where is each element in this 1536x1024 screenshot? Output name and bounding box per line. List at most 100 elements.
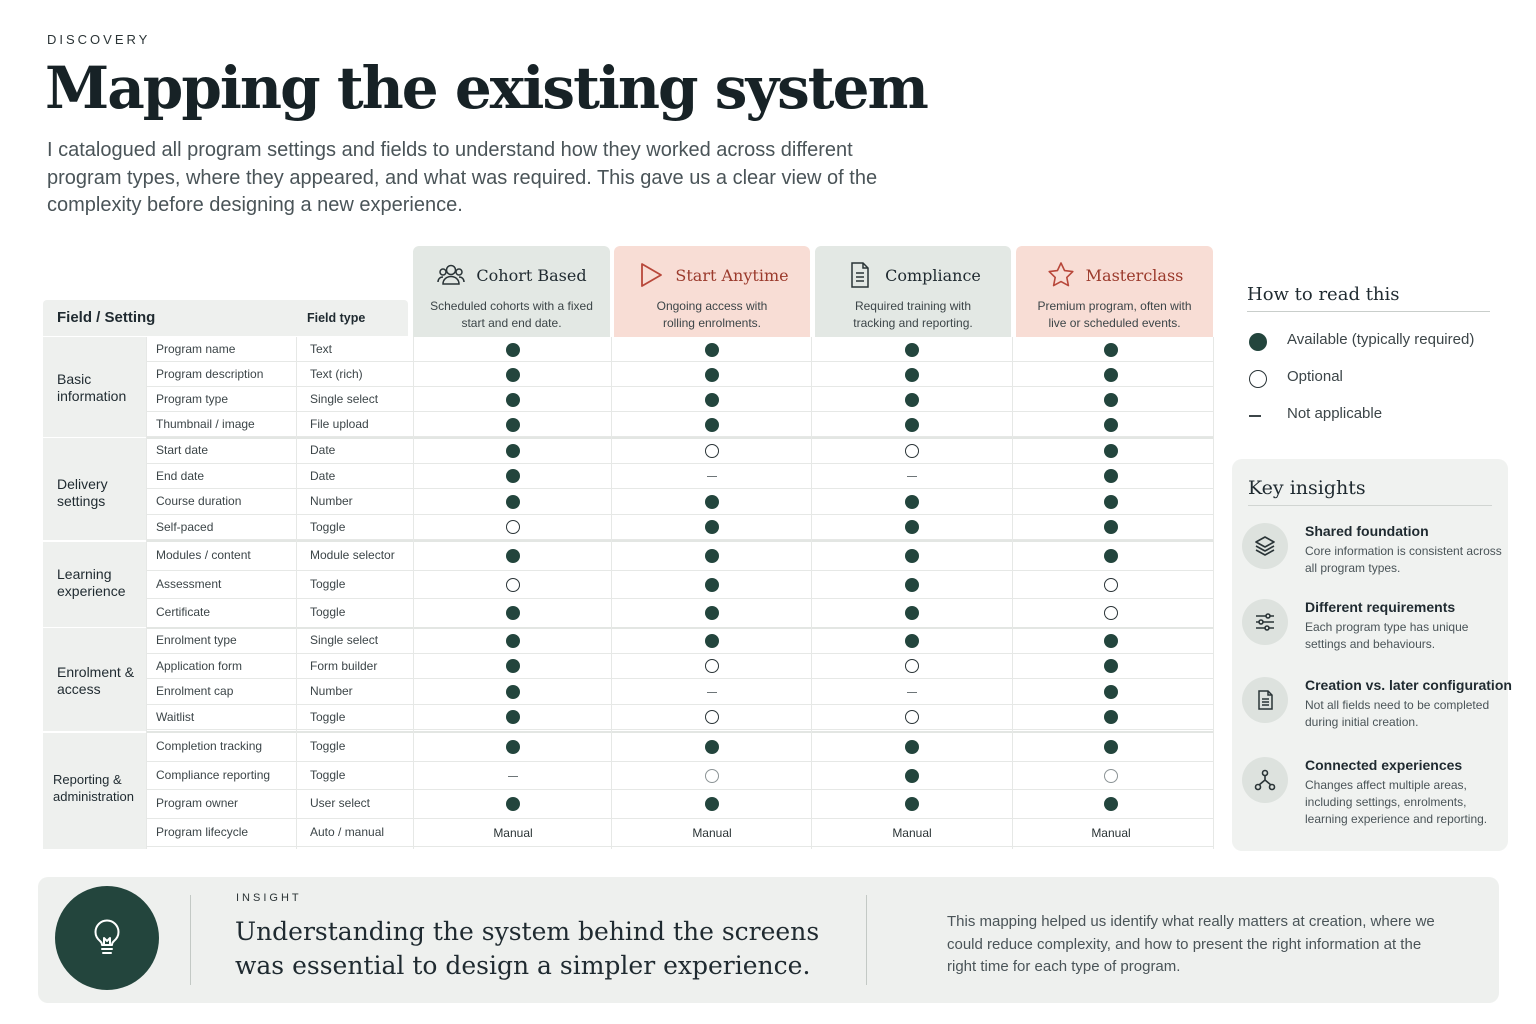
table-row: Program owner User select — [146, 790, 1213, 819]
table-row: Waitlist Toggle — [146, 705, 1213, 730]
available-dot-icon — [506, 740, 520, 755]
available-dot-icon — [506, 443, 520, 458]
field-name: Compliance reporting — [156, 767, 271, 782]
cell-value: Manual — [1091, 825, 1131, 840]
table-row: Program name Text — [146, 337, 1213, 362]
available-dot-icon — [1104, 797, 1118, 812]
divider — [190, 895, 191, 985]
key-insights-panel: Key insights Shared foundation Core info… — [1232, 459, 1512, 851]
field-type: Auto / manual — [310, 824, 385, 839]
insight-title: Shared foundation — [1305, 523, 1429, 539]
optional-circle-icon — [905, 710, 919, 725]
divider — [866, 895, 867, 985]
available-dot-icon — [506, 606, 520, 621]
available-dot-icon — [506, 710, 520, 725]
group-divider — [146, 437, 1213, 439]
program-card-title: Cohort Based — [476, 265, 587, 285]
field-type: Toggle — [310, 739, 346, 753]
available-dot-icon — [905, 549, 919, 564]
available-dot-icon — [905, 768, 919, 783]
insight-desc: Changes affect multiple areas, including… — [1305, 778, 1488, 826]
banner-headline: Understanding the system behind the scre… — [235, 917, 820, 980]
field-type: Toggle — [310, 605, 346, 619]
cell-value: Manual — [493, 825, 533, 840]
field-type: Form builder — [310, 658, 378, 673]
table-header: Field / Setting Field type — [43, 300, 408, 336]
table-row: Course duration Number — [146, 489, 1213, 515]
insights-title: Key insights — [1248, 477, 1366, 499]
group-divider — [146, 731, 1213, 733]
field-type: Date — [310, 443, 336, 457]
available-dot-icon — [1104, 520, 1118, 535]
not-applicable-dash-icon — [907, 691, 917, 693]
field-type: Number — [310, 494, 353, 508]
column-divider — [611, 337, 612, 849]
program-card-title: Start Anytime — [675, 265, 789, 285]
field-type: Toggle — [310, 519, 346, 534]
field-type: Number — [310, 684, 353, 698]
available-dot-icon — [705, 633, 719, 648]
table-row: Certificate Toggle — [146, 599, 1213, 628]
not-applicable-dash-icon — [707, 691, 717, 693]
available-dot-icon — [506, 367, 520, 382]
available-dot-icon — [1104, 633, 1118, 648]
table-row: Start date Date — [146, 438, 1213, 464]
program-card-desc: Ongoing access with rolling enrolments. — [656, 299, 768, 330]
layers-icon — [1242, 523, 1288, 569]
available-dot-icon — [506, 633, 520, 648]
program-card-masterclass: Masterclass Premium program, often with … — [1016, 246, 1213, 337]
column-header-type: Field type — [307, 311, 366, 325]
table-row: Enrolment cap Number — [146, 679, 1213, 705]
insight-desc: Core information is consistent across al… — [1305, 544, 1502, 575]
legend-label: Not applicable — [1287, 405, 1383, 422]
eyebrow: DISCOVERY — [47, 32, 151, 47]
optional-circle-icon — [705, 710, 719, 725]
column-divider — [296, 337, 297, 849]
table-row: Thumbnail / image File upload — [146, 412, 1213, 437]
available-dot-icon — [506, 684, 520, 699]
available-dot-icon — [1104, 684, 1118, 699]
optional-circle-icon — [1104, 606, 1118, 621]
optional-circle-icon — [905, 659, 919, 674]
available-dot-icon — [1104, 494, 1118, 509]
program-card-start-anytime: Start Anytime Ongoing access with rollin… — [614, 246, 810, 337]
program-card-desc: Scheduled cohorts with a fixed start and… — [430, 299, 593, 330]
program-card-cohort-based: Cohort Based Scheduled cohorts with a fi… — [413, 246, 610, 337]
optional-circle-icon — [1104, 577, 1118, 592]
available-dot-icon — [905, 392, 919, 407]
banner-text: This mapping helped us identify what rea… — [947, 913, 1435, 975]
table-row: Completion tracking Toggle — [146, 733, 1213, 762]
available-dot-icon — [1104, 417, 1118, 432]
program-card-desc: Required training with tracking and repo… — [853, 299, 973, 330]
available-dot-icon — [705, 549, 719, 564]
group-label: Enrolment & access — [57, 664, 135, 697]
field-name: Enrolment type — [156, 633, 237, 647]
available-dot-icon — [1104, 443, 1118, 458]
available-dot-icon — [705, 520, 719, 535]
available-dot-icon — [905, 417, 919, 432]
sliders-icon — [1242, 599, 1288, 645]
available-dot-icon — [705, 740, 719, 755]
available-dot-icon — [506, 549, 520, 564]
field-name: Modules / content — [156, 548, 251, 562]
available-dot-icon — [905, 740, 919, 755]
not-applicable-dash-icon — [508, 775, 518, 777]
available-dot-icon — [506, 417, 520, 432]
field-name: Completion tracking — [156, 739, 263, 753]
available-dot-icon — [705, 797, 719, 812]
optional-circle-icon — [705, 659, 719, 674]
available-dot-icon — [705, 417, 719, 432]
insight-banner: INSIGHT Understanding the system behind … — [38, 877, 1499, 1003]
field-name: Program type — [156, 392, 229, 406]
field-name: Certificate — [156, 605, 211, 619]
available-dot-icon — [1104, 367, 1118, 382]
empty-circle-icon — [1249, 370, 1267, 388]
available-dot-icon — [705, 367, 719, 382]
network-icon — [1242, 757, 1288, 803]
table-row: Program lifecycle Auto / manual Manual Manu… — [146, 819, 1213, 847]
document-icon — [851, 262, 869, 288]
available-dot-icon — [506, 659, 520, 674]
lightbulb-icon — [55, 886, 159, 990]
available-dot-icon — [905, 520, 919, 535]
table-row: Application form Form builder — [146, 654, 1213, 679]
